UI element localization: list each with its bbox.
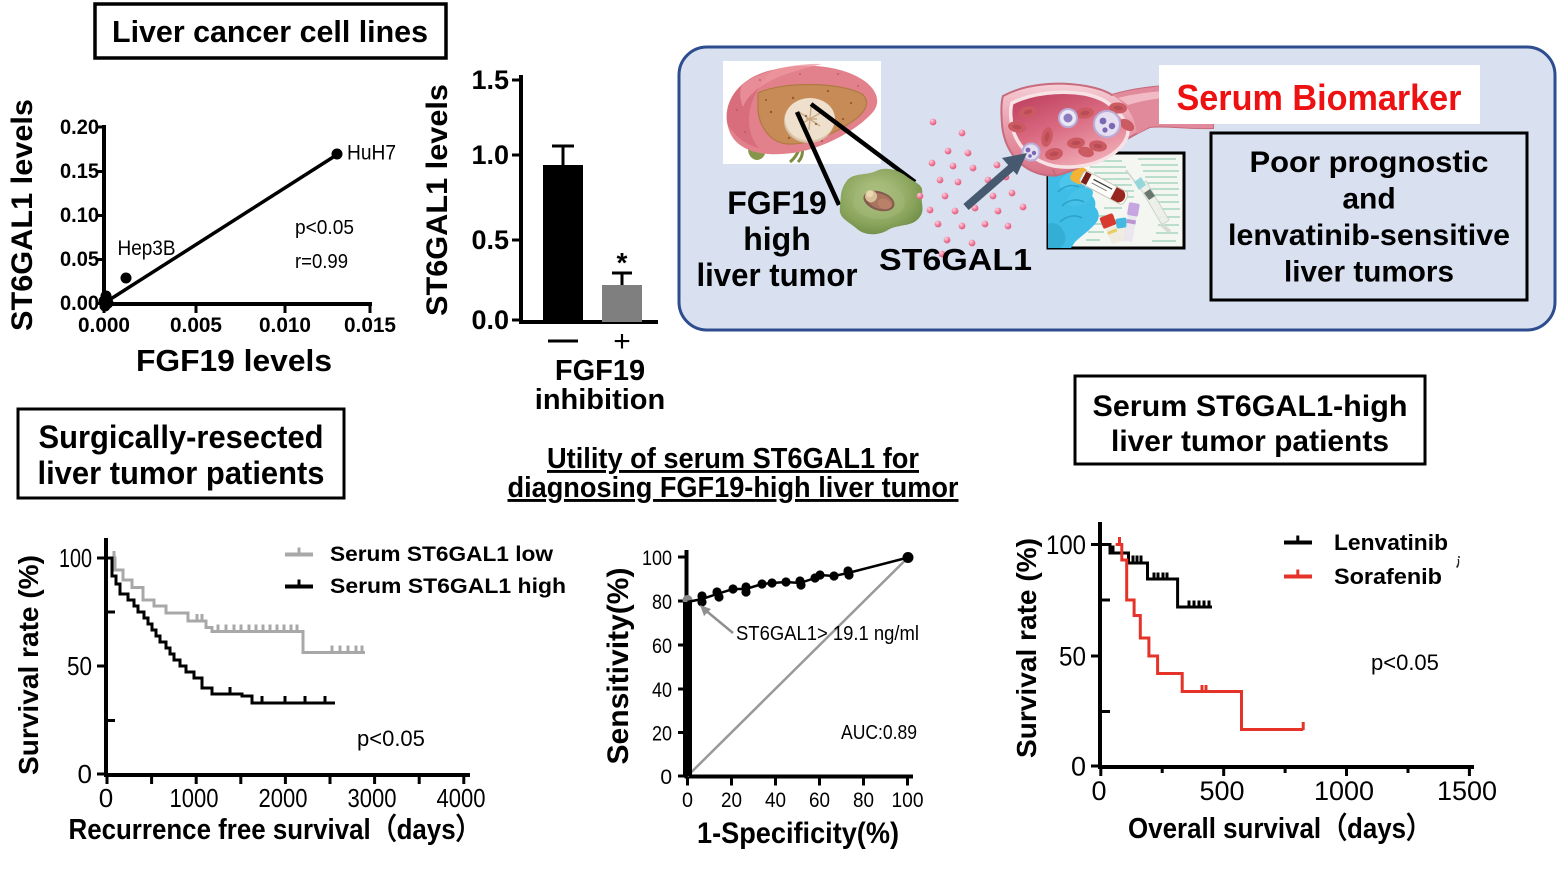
svg-text:1000: 1000 xyxy=(1314,776,1374,806)
svg-text:20: 20 xyxy=(721,789,742,812)
svg-text:1000: 1000 xyxy=(170,783,219,813)
svg-text:100: 100 xyxy=(642,547,672,570)
svg-text:Recurrence free survival（days）: Recurrence free survival（days） xyxy=(69,813,482,846)
svg-text:ST6GAL1: ST6GAL1 xyxy=(879,242,1032,277)
svg-text:HuH7: HuH7 xyxy=(347,142,396,165)
svg-text:—: — xyxy=(548,323,578,356)
svg-text:1.0: 1.0 xyxy=(471,140,509,170)
svg-text:*: * xyxy=(617,247,628,278)
svg-text:1-Specificity(%): 1-Specificity(%) xyxy=(697,817,899,850)
svg-text:40: 40 xyxy=(652,679,672,702)
svg-text:FGF19 levels: FGF19 levels xyxy=(136,343,332,378)
svg-text:60: 60 xyxy=(809,789,830,812)
svg-text:Liver cancer cell lines: Liver cancer cell lines xyxy=(112,14,428,49)
svg-text:0.5: 0.5 xyxy=(471,225,509,255)
svg-text:100: 100 xyxy=(1046,530,1086,560)
svg-text:0.10: 0.10 xyxy=(60,204,99,227)
svg-text:FGF19: FGF19 xyxy=(727,185,827,221)
svg-text:diagnosing FGF19-high liver tu: diagnosing FGF19-high liver tumor xyxy=(508,472,959,504)
svg-text:Lenvatinib: Lenvatinib xyxy=(1334,530,1448,555)
svg-text:p<0.05: p<0.05 xyxy=(357,726,425,751)
svg-text:ST6GAL1 levels: ST6GAL1 levels xyxy=(6,99,39,331)
svg-text:inhibition: inhibition xyxy=(535,384,665,416)
svg-text:AUC:0.89: AUC:0.89 xyxy=(841,722,917,744)
svg-text:0: 0 xyxy=(1091,776,1106,806)
svg-text:Serum ST6GAL1 high: Serum ST6GAL1 high xyxy=(330,575,566,598)
svg-text:Serum ST6GAL1-high: Serum ST6GAL1-high xyxy=(1093,390,1408,423)
svg-text:Sensitivity(%): Sensitivity(%) xyxy=(602,568,635,765)
svg-text:0.000: 0.000 xyxy=(78,314,130,337)
svg-text:Hep3B: Hep3B xyxy=(118,237,176,260)
svg-text:liver tumor: liver tumor xyxy=(697,257,858,293)
svg-text:60: 60 xyxy=(652,635,672,658)
svg-text:ST6GAL1 levels: ST6GAL1 levels xyxy=(421,84,454,316)
svg-text:0: 0 xyxy=(1071,752,1086,782)
svg-text:500: 500 xyxy=(1199,776,1244,806)
svg-text:FGF19: FGF19 xyxy=(555,355,645,387)
svg-text:p<0.05: p<0.05 xyxy=(1371,650,1439,675)
svg-text:Survival rate (%): Survival rate (%) xyxy=(13,555,44,775)
svg-text:liver tumor patients: liver tumor patients xyxy=(1111,425,1389,458)
svg-text:liver tumor patients: liver tumor patients xyxy=(38,455,325,491)
svg-text:4000: 4000 xyxy=(437,783,486,813)
svg-text:0: 0 xyxy=(78,759,92,789)
svg-text:3000: 3000 xyxy=(348,783,397,813)
svg-text:0: 0 xyxy=(660,766,672,789)
svg-text:40: 40 xyxy=(765,789,786,812)
svg-text:p<0.05: p<0.05 xyxy=(295,217,354,239)
svg-text:Serum Biomarker: Serum Biomarker xyxy=(1177,77,1462,118)
svg-text:1.5: 1.5 xyxy=(471,65,509,95)
svg-text:high: high xyxy=(743,221,811,257)
svg-text:Sorafenib: Sorafenib xyxy=(1334,564,1442,589)
svg-text:100: 100 xyxy=(59,543,92,573)
svg-text:Serum ST6GAL1 low: Serum ST6GAL1 low xyxy=(330,543,554,566)
svg-text:0.00: 0.00 xyxy=(60,292,99,315)
svg-text:80: 80 xyxy=(652,591,672,614)
svg-text:r=0.99: r=0.99 xyxy=(295,251,348,273)
svg-text:Survival rate (%): Survival rate (%) xyxy=(1011,538,1042,758)
svg-text:80: 80 xyxy=(853,789,874,812)
svg-text:0.15: 0.15 xyxy=(60,160,99,183)
svg-text:1500: 1500 xyxy=(1437,776,1497,806)
svg-text:lenvatinib-sensitive: lenvatinib-sensitive xyxy=(1228,219,1510,252)
svg-text:20: 20 xyxy=(652,723,672,746)
svg-text:0.0: 0.0 xyxy=(471,305,509,335)
svg-text:0.015: 0.015 xyxy=(344,314,396,337)
svg-text:liver tumors: liver tumors xyxy=(1284,256,1454,289)
svg-text:0: 0 xyxy=(682,789,693,812)
svg-text:and: and xyxy=(1342,183,1395,216)
svg-text:50: 50 xyxy=(67,651,92,681)
svg-text:0.05: 0.05 xyxy=(60,248,99,271)
svg-text:2000: 2000 xyxy=(259,783,308,813)
svg-text:0.005: 0.005 xyxy=(170,314,222,337)
svg-text:+: + xyxy=(613,325,631,358)
svg-text:Surgically-resected: Surgically-resected xyxy=(39,419,324,455)
svg-text:Utility of serum ST6GAL1 for: Utility of serum ST6GAL1 for xyxy=(547,443,919,475)
svg-text:Overall survival（days）: Overall survival（days） xyxy=(1128,812,1432,845)
svg-text:0: 0 xyxy=(99,783,113,813)
svg-text:Poor prognostic: Poor prognostic xyxy=(1250,146,1489,179)
svg-text:100: 100 xyxy=(892,789,924,812)
svg-text:ST6GAL1> 19.1 ng/ml: ST6GAL1> 19.1 ng/ml xyxy=(736,623,919,645)
svg-text:0.010: 0.010 xyxy=(259,314,311,337)
svg-text:50: 50 xyxy=(1059,642,1086,672)
svg-text:0.20: 0.20 xyxy=(60,116,99,139)
